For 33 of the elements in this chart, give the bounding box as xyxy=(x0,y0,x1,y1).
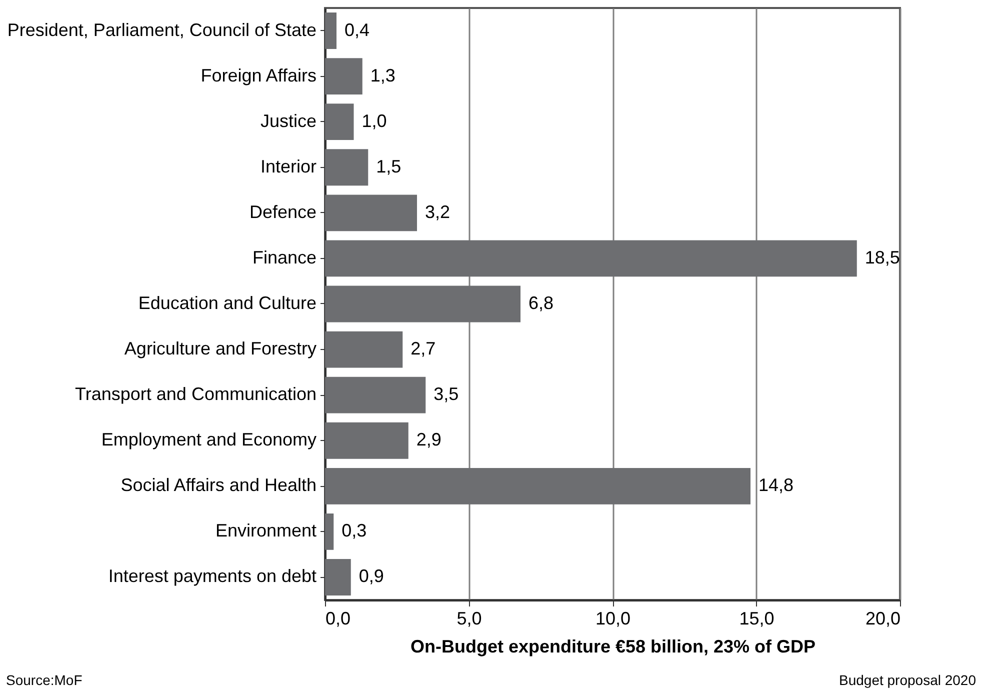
y-tick-label: Agriculture and Forestry xyxy=(124,338,316,359)
data-label: 3,5 xyxy=(434,384,459,404)
y-tick-label: Environment xyxy=(215,520,316,541)
data-label: 0,3 xyxy=(342,520,367,541)
text: Budget proposal 2020 xyxy=(839,672,976,688)
data-label: 0,4 xyxy=(344,20,370,40)
y-tick-label: Social Affairs and Health xyxy=(120,475,316,496)
x-axis-title: On-Budget expenditure €58 billion, 23% of GDP xyxy=(410,636,816,656)
y-tick-label: Finance xyxy=(252,247,316,268)
x-tick-label: 5,0 xyxy=(456,608,482,628)
data-label: 2,9 xyxy=(416,430,442,450)
y-tick-label: Defence xyxy=(249,202,316,222)
data-label: 1,5 xyxy=(376,156,402,176)
x-tick-label: 20,0 xyxy=(865,608,900,628)
x-tick-label: 15,0 xyxy=(739,608,774,628)
y-tick-label: Transport and Communication xyxy=(75,384,316,404)
data-label: 3,2 xyxy=(425,202,450,222)
data-label: 1,0 xyxy=(362,110,387,131)
data-label: 1,3 xyxy=(370,65,396,86)
y-tick-label: Justice xyxy=(260,110,316,131)
y-tick-label: Employment and Economy xyxy=(101,430,316,450)
y-tick-label: Interest payments on debt xyxy=(108,566,316,586)
y-tick-label: Foreign Affairs xyxy=(200,65,316,86)
y-tick-label: Interior xyxy=(260,156,316,176)
y-tick-label: Education and Culture xyxy=(138,293,316,313)
data-label: 6,8 xyxy=(528,293,554,313)
y-tick-label: President, Parliament, Council of State xyxy=(7,20,316,40)
data-label: 14,8 xyxy=(758,475,794,496)
x-tick-label: 0,0 xyxy=(326,608,351,628)
data-label: 2,7 xyxy=(410,338,436,359)
source-note: Source:MoF xyxy=(6,672,82,688)
x-tick-label: 10,0 xyxy=(595,608,631,628)
data-label: 0,9 xyxy=(358,566,384,586)
